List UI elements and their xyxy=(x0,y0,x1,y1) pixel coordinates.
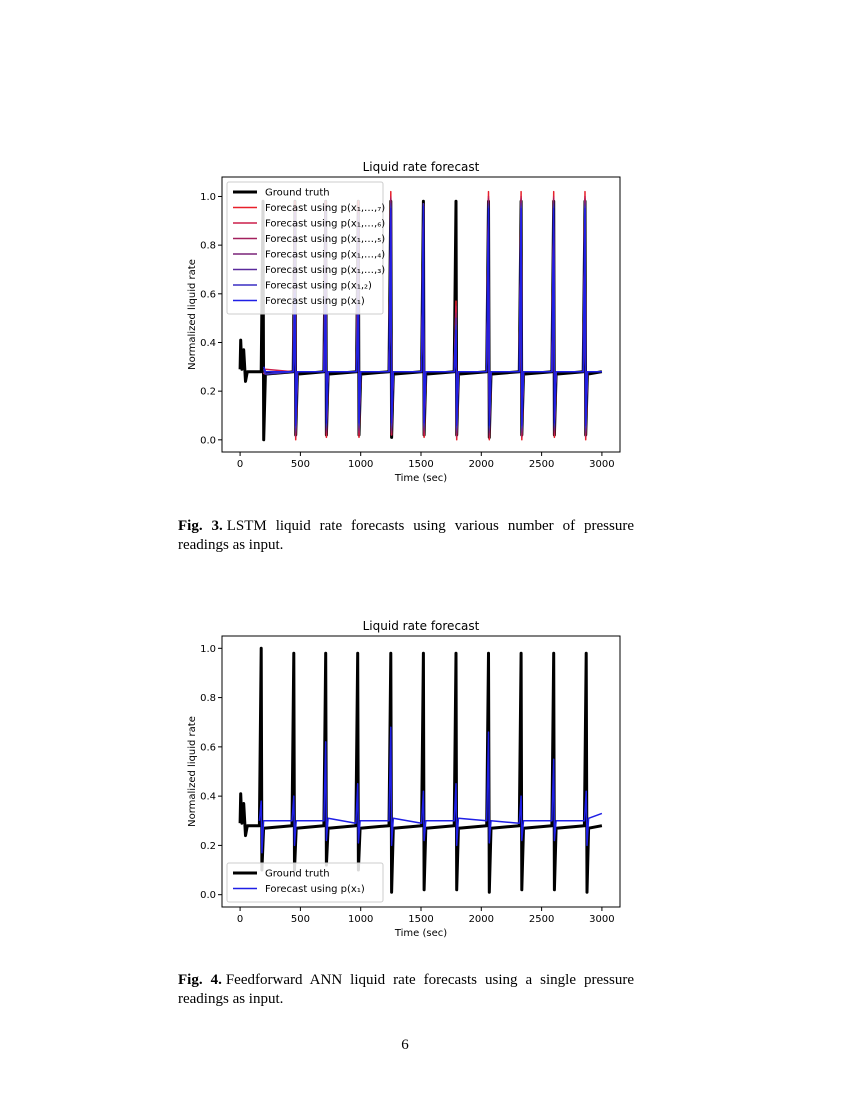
x-tick-label: 2500 xyxy=(529,459,554,470)
caption-label: Fig. 4. xyxy=(178,972,222,988)
caption-text: Feedforward ANN liquid rate forecasts us… xyxy=(178,972,634,1007)
y-tick-label: 0.6 xyxy=(200,289,216,300)
y-axis-label: Normalized liquid rate xyxy=(187,716,198,827)
y-tick-label: 0.2 xyxy=(200,387,216,398)
legend-label: Forecast using p(x₁,…,₆) xyxy=(265,219,385,230)
legend-label: Ground truth xyxy=(265,188,330,199)
x-tick-label: 2000 xyxy=(469,459,494,470)
x-tick-label: 1000 xyxy=(348,914,373,925)
chart-title: Liquid rate forecast xyxy=(363,619,480,633)
y-tick-label: 1.0 xyxy=(200,192,216,203)
y-tick-label: 0.0 xyxy=(200,435,216,446)
y-tick-label: 0.6 xyxy=(200,742,216,753)
caption-text: LSTM liquid rate forecasts using various… xyxy=(178,518,634,553)
caption: Fig. 3. LSTM liquid rate forecasts using … xyxy=(178,517,634,555)
y-tick-label: 1.0 xyxy=(200,644,216,655)
legend-label: Forecast using p(x₁,…,₄) xyxy=(265,250,385,261)
axes-frame xyxy=(221,635,621,908)
x-tick-label: 2000 xyxy=(469,914,494,925)
x-tick-label: 0 xyxy=(237,914,243,925)
legend-label: Forecast using p(x₁,…,₇) xyxy=(265,203,385,214)
y-tick-label: 0.4 xyxy=(200,792,216,803)
x-tick-label: 1000 xyxy=(348,459,373,470)
y-tick-label: 0.8 xyxy=(200,693,216,704)
x-tick-label: 1500 xyxy=(408,459,433,470)
x-tick-label: 2500 xyxy=(529,914,554,925)
y-tick-label: 0.4 xyxy=(200,338,216,349)
legend-label: Forecast using p(x₁,…,₃) xyxy=(265,265,385,276)
caption: Fig. 4. Feedforward ANN liquid rate forec… xyxy=(178,971,634,1009)
y-tick-label: 0.2 xyxy=(200,841,216,852)
x-axis-label: Time (sec) xyxy=(394,473,447,484)
caption-label: Fig. 3. xyxy=(178,518,223,534)
x-tick-label: 1500 xyxy=(408,914,433,925)
axes-frame xyxy=(221,176,621,453)
y-tick-label: 0.8 xyxy=(200,241,216,252)
series-line xyxy=(238,646,603,894)
legend-box xyxy=(226,862,384,903)
legend-label: Forecast using p(x₁) xyxy=(265,296,365,307)
x-axis-label: Time (sec) xyxy=(394,928,447,939)
series-line xyxy=(258,726,603,854)
legend-label: Forecast using p(x₁,…,₅) xyxy=(265,234,385,245)
legend-label: Forecast using p(x₁) xyxy=(265,884,365,895)
chart-title: Liquid rate forecast xyxy=(363,160,480,174)
y-axis-label: Normalized liquid rate xyxy=(187,259,198,370)
x-tick-label: 500 xyxy=(291,459,310,470)
x-tick-label: 0 xyxy=(237,459,243,470)
page-number: 6 xyxy=(401,1037,409,1053)
x-tick-label: 500 xyxy=(291,914,310,925)
legend-box xyxy=(226,181,384,315)
x-tick-label: 3000 xyxy=(589,914,614,925)
legend-label: Forecast using p(x₁,₂) xyxy=(265,281,372,292)
y-tick-label: 0.0 xyxy=(200,890,216,901)
x-tick-label: 3000 xyxy=(589,459,614,470)
legend-label: Ground truth xyxy=(265,869,330,880)
